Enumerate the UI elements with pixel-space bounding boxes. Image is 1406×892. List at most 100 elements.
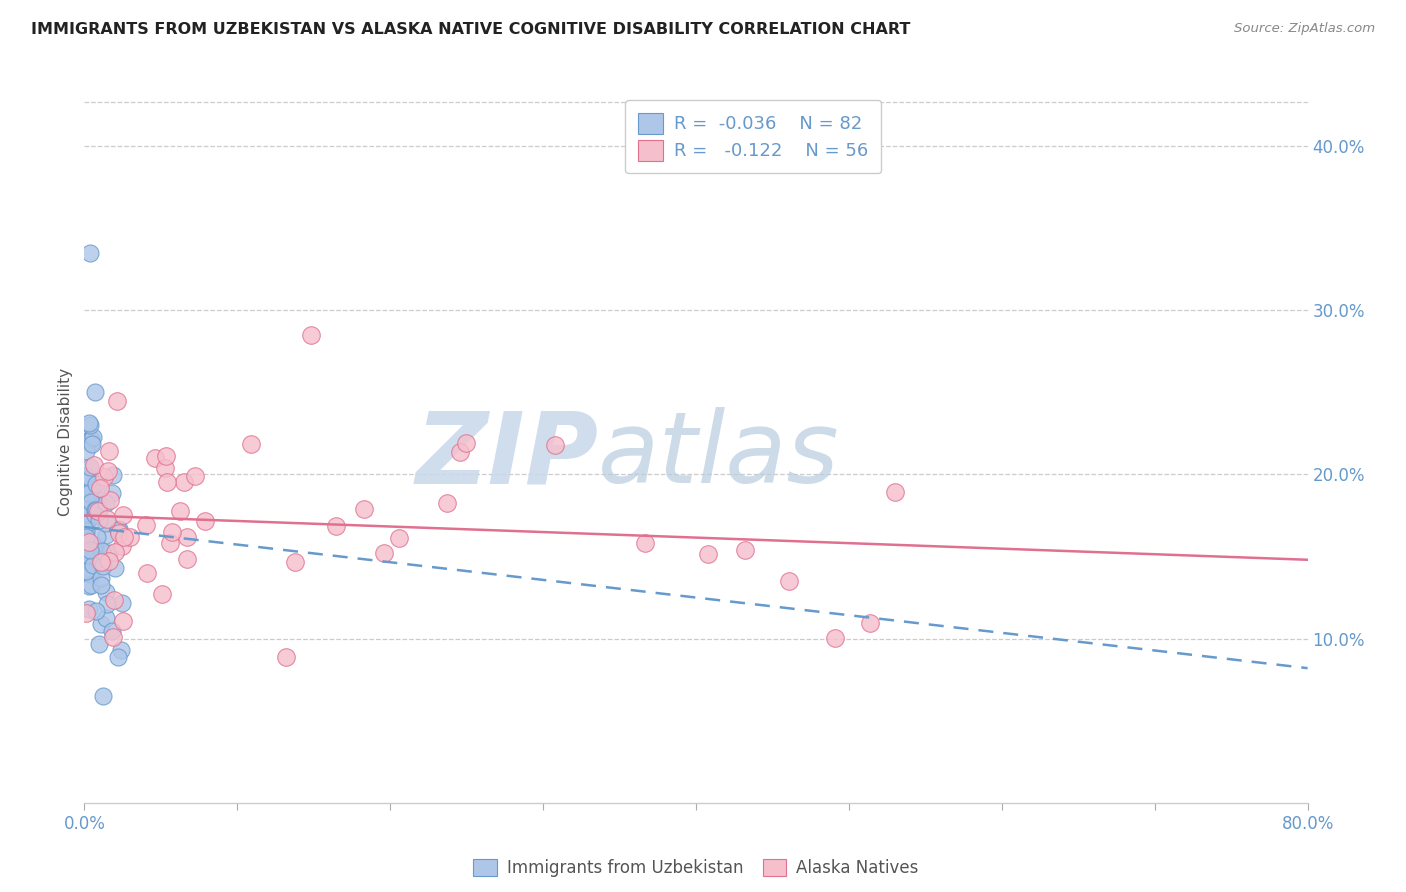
Point <box>89 481 111 495</box>
Point <box>77 554 100 568</box>
Point <box>75 524 97 538</box>
Point <box>75 606 97 620</box>
Point <box>101 624 124 638</box>
Point <box>143 450 166 465</box>
Point <box>240 437 263 451</box>
Point <box>454 436 477 450</box>
Point <box>634 536 657 550</box>
Point <box>103 592 125 607</box>
Point <box>274 650 297 665</box>
Point <box>82 436 104 450</box>
Point <box>79 566 101 580</box>
Point <box>80 435 103 450</box>
Point <box>90 543 112 558</box>
Point <box>824 631 846 645</box>
Point <box>373 546 395 560</box>
Point <box>436 496 458 510</box>
Point <box>79 555 101 569</box>
Point <box>84 477 107 491</box>
Point <box>105 394 128 409</box>
Point <box>107 523 129 537</box>
Point <box>90 616 112 631</box>
Point <box>98 444 121 458</box>
Point <box>176 530 198 544</box>
Point <box>110 596 132 610</box>
Point <box>98 553 121 567</box>
Point <box>156 475 179 489</box>
Point <box>103 630 125 644</box>
Point <box>80 495 103 509</box>
Point <box>79 562 101 576</box>
Point <box>159 536 181 550</box>
Point <box>859 616 882 631</box>
Point <box>883 485 905 500</box>
Point <box>325 519 347 533</box>
Point <box>76 516 98 530</box>
Point <box>83 538 105 552</box>
Text: ZIP: ZIP <box>415 408 598 505</box>
Point <box>80 480 103 494</box>
Point <box>76 560 98 574</box>
Point <box>111 614 134 628</box>
Point <box>98 493 121 508</box>
Point <box>136 566 159 581</box>
Point <box>84 604 107 618</box>
Point <box>79 418 101 433</box>
Point <box>173 475 195 490</box>
Point <box>84 502 107 516</box>
Point <box>80 483 103 498</box>
Y-axis label: Cognitive Disability: Cognitive Disability <box>58 368 73 516</box>
Point <box>75 564 97 578</box>
Point <box>83 544 105 558</box>
Point <box>83 508 105 523</box>
Point <box>449 444 471 458</box>
Point <box>77 602 100 616</box>
Point <box>120 530 142 544</box>
Point <box>75 538 97 552</box>
Point <box>79 245 101 260</box>
Point <box>104 545 127 559</box>
Point <box>169 504 191 518</box>
Point <box>77 535 100 549</box>
Point <box>82 558 104 573</box>
Point <box>79 417 101 431</box>
Point <box>80 578 103 592</box>
Point <box>87 496 110 510</box>
Text: IMMIGRANTS FROM UZBEKISTAN VS ALASKA NATIVE COGNITIVE DISABILITY CORRELATION CHA: IMMIGRANTS FROM UZBEKISTAN VS ALASKA NAT… <box>31 22 910 37</box>
Point <box>544 437 567 451</box>
Point <box>83 458 105 472</box>
Point <box>79 459 101 474</box>
Point <box>75 530 97 544</box>
Point <box>79 502 101 516</box>
Point <box>75 444 97 458</box>
Point <box>184 469 207 483</box>
Point <box>94 516 117 530</box>
Point <box>84 503 107 517</box>
Point <box>135 518 157 533</box>
Point <box>153 461 176 475</box>
Point <box>86 553 108 567</box>
Point <box>284 556 307 570</box>
Point <box>112 530 135 544</box>
Point <box>107 526 129 541</box>
Point <box>96 496 118 510</box>
Point <box>93 470 115 484</box>
Point <box>96 584 118 599</box>
Point <box>299 327 322 342</box>
Point <box>734 543 756 558</box>
Point <box>77 579 100 593</box>
Point <box>353 501 375 516</box>
Point <box>75 516 97 531</box>
Point <box>83 384 105 399</box>
Point <box>86 503 108 517</box>
Point <box>176 552 198 566</box>
Point <box>96 597 118 611</box>
Point <box>108 522 131 536</box>
Point <box>155 449 177 463</box>
Point <box>89 513 111 527</box>
Point <box>76 548 98 562</box>
Point <box>97 465 120 479</box>
Point <box>84 543 107 558</box>
Point <box>90 578 112 592</box>
Point <box>76 537 98 551</box>
